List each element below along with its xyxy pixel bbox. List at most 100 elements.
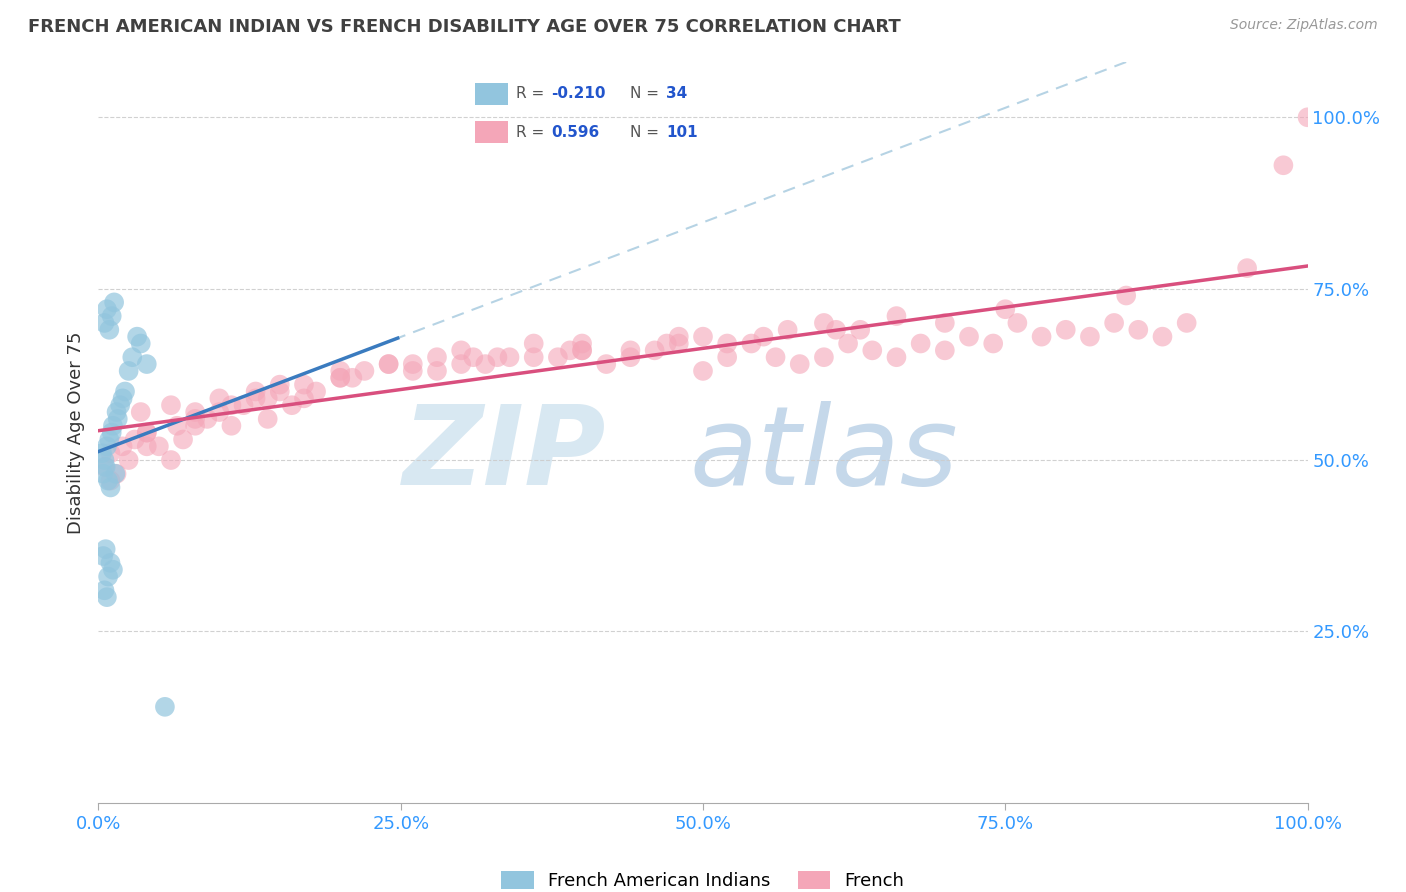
Point	[135, 439, 157, 453]
Point	[98, 433, 121, 447]
Point	[281, 398, 304, 412]
Text: Source: ZipAtlas.com: Source: ZipAtlas.com	[1230, 18, 1378, 32]
Point	[692, 364, 714, 378]
Point	[981, 336, 1004, 351]
Point	[813, 316, 835, 330]
Point	[221, 398, 243, 412]
Point	[111, 439, 134, 453]
Point	[1296, 110, 1319, 124]
Point	[160, 453, 183, 467]
Point	[523, 336, 546, 351]
Point	[558, 343, 581, 358]
Point	[1128, 323, 1150, 337]
Point	[619, 350, 641, 364]
Point	[1054, 323, 1077, 337]
Point	[523, 350, 546, 364]
Point	[644, 343, 666, 358]
Point	[450, 343, 472, 358]
Point	[292, 392, 315, 406]
Point	[96, 590, 118, 604]
Point	[153, 699, 176, 714]
Point	[716, 350, 738, 364]
Point	[100, 446, 122, 460]
Point	[93, 316, 115, 330]
Point	[93, 583, 115, 598]
Point	[668, 336, 690, 351]
Point	[221, 418, 243, 433]
Point	[104, 467, 127, 481]
Point	[1102, 316, 1125, 330]
Point	[245, 392, 267, 406]
Text: FRENCH AMERICAN INDIAN VS FRENCH DISABILITY AGE OVER 75 CORRELATION CHART: FRENCH AMERICAN INDIAN VS FRENCH DISABIL…	[28, 18, 901, 36]
Point	[184, 418, 207, 433]
Point	[129, 336, 152, 351]
Point	[1078, 329, 1101, 343]
Point	[571, 336, 593, 351]
Point	[849, 323, 872, 337]
Point	[740, 336, 762, 351]
Point	[135, 425, 157, 440]
Point	[329, 371, 352, 385]
Point	[105, 467, 128, 481]
Point	[329, 371, 352, 385]
Point	[100, 309, 122, 323]
Point	[184, 405, 207, 419]
Point	[100, 556, 122, 570]
Point	[716, 336, 738, 351]
Point	[129, 405, 152, 419]
Point	[1272, 158, 1295, 172]
Point	[103, 295, 125, 310]
Point	[245, 384, 267, 399]
Point	[571, 343, 593, 358]
Point	[121, 350, 143, 364]
Point	[498, 350, 520, 364]
Point	[692, 329, 714, 343]
Point	[91, 549, 114, 563]
Text: atlas: atlas	[689, 401, 959, 508]
Point	[256, 392, 278, 406]
Point	[450, 357, 472, 371]
Point	[813, 350, 835, 364]
Point	[269, 384, 291, 399]
Point	[353, 364, 375, 378]
Point	[148, 439, 170, 453]
Point	[329, 364, 352, 378]
Point	[93, 453, 115, 467]
Point	[105, 405, 128, 419]
Point	[269, 377, 291, 392]
Point	[426, 350, 449, 364]
Point	[547, 350, 569, 364]
Point	[97, 569, 120, 583]
Point	[96, 302, 118, 317]
Point	[463, 350, 485, 364]
Point	[776, 323, 799, 337]
Point	[860, 343, 883, 358]
Point	[886, 309, 908, 323]
Point	[789, 357, 811, 371]
Y-axis label: Disability Age Over 75: Disability Age Over 75	[66, 331, 84, 534]
Point	[96, 439, 118, 453]
Point	[108, 398, 131, 412]
Point	[292, 377, 315, 392]
Point	[195, 412, 218, 426]
Point	[172, 433, 194, 447]
Point	[94, 459, 117, 474]
Point	[377, 357, 399, 371]
Point	[837, 336, 859, 351]
Point	[402, 357, 425, 371]
Point	[135, 357, 157, 371]
Legend: French American Indians, French: French American Indians, French	[494, 863, 912, 892]
Point	[934, 316, 956, 330]
Point	[752, 329, 775, 343]
Point	[111, 392, 134, 406]
Point	[402, 364, 425, 378]
Point	[91, 446, 114, 460]
Point	[934, 343, 956, 358]
Point	[184, 412, 207, 426]
Point	[166, 418, 188, 433]
Point	[232, 398, 254, 412]
Point	[100, 480, 122, 494]
Point	[1175, 316, 1198, 330]
Point	[1115, 288, 1137, 302]
Point	[101, 418, 124, 433]
